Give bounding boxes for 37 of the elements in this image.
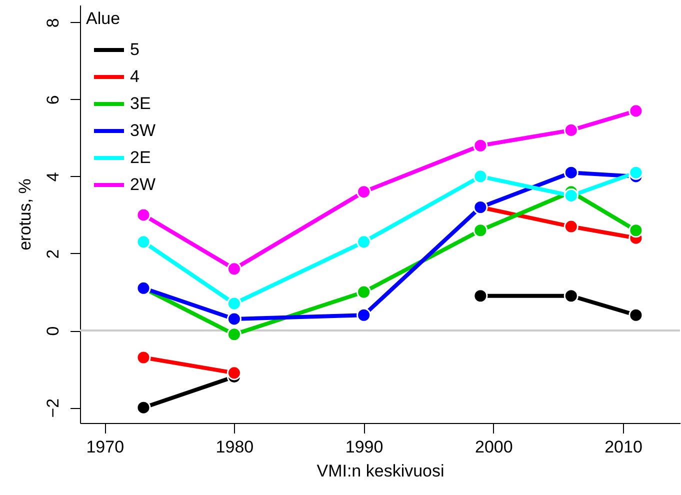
point bbox=[226, 296, 242, 311]
point bbox=[136, 208, 151, 222]
point bbox=[226, 327, 242, 342]
y-axis-title: erotus, % bbox=[16, 178, 34, 250]
point bbox=[356, 284, 372, 300]
legend-label: 4 bbox=[130, 67, 140, 86]
legend-label: 5 bbox=[130, 40, 140, 59]
y-tick-label: 8 bbox=[44, 18, 62, 28]
legend-label: 2E bbox=[130, 148, 151, 167]
point bbox=[564, 165, 578, 180]
point bbox=[564, 188, 578, 203]
point bbox=[473, 169, 488, 184]
point bbox=[473, 138, 488, 153]
x-axis-title: VMI:n keskivuosi bbox=[316, 462, 444, 480]
point bbox=[226, 312, 242, 326]
point bbox=[628, 104, 644, 118]
y-tick-label: −2 bbox=[44, 398, 62, 418]
x-tick-label: 1990 bbox=[345, 438, 384, 456]
y-tick-label: 2 bbox=[44, 249, 62, 259]
point bbox=[628, 165, 644, 180]
point bbox=[564, 122, 578, 138]
legend-title: Alue bbox=[86, 9, 120, 28]
point bbox=[356, 234, 372, 250]
y-tick-label: 4 bbox=[44, 172, 62, 182]
point bbox=[226, 262, 242, 276]
point bbox=[356, 184, 372, 200]
legend-label: 3W bbox=[130, 121, 156, 140]
y-tick-label: 0 bbox=[44, 326, 62, 336]
point bbox=[356, 308, 372, 322]
x-tick-label: 2010 bbox=[604, 438, 642, 456]
x-tick-label: 1970 bbox=[86, 438, 124, 456]
point bbox=[136, 234, 151, 250]
legend-label: 3E bbox=[130, 94, 151, 113]
x-tick-label: 2000 bbox=[474, 438, 513, 456]
legend-label: 2W bbox=[130, 175, 156, 194]
y-tick-label: 6 bbox=[44, 95, 62, 105]
x-tick-label: 1980 bbox=[216, 438, 254, 456]
